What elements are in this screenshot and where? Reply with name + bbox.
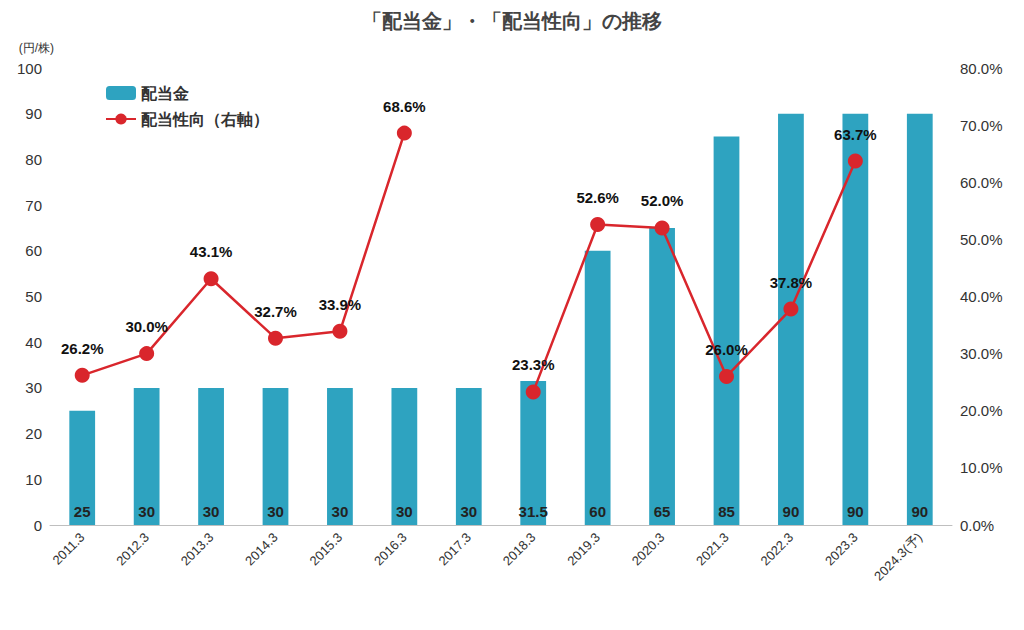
svg-text:30: 30	[25, 379, 42, 396]
svg-text:2018.3: 2018.3	[500, 530, 539, 569]
svg-text:70.0%: 70.0%	[960, 117, 1003, 134]
svg-text:30: 30	[203, 503, 220, 520]
svg-text:40.0%: 40.0%	[960, 288, 1003, 305]
svg-text:90: 90	[25, 105, 42, 122]
svg-text:2014.3: 2014.3	[242, 530, 281, 569]
svg-text:52.6%: 52.6%	[576, 189, 619, 206]
svg-text:37.8%: 37.8%	[770, 274, 813, 291]
svg-text:30: 30	[332, 503, 349, 520]
svg-text:43.1%: 43.1%	[190, 243, 233, 260]
svg-text:30: 30	[267, 503, 284, 520]
svg-text:31.5: 31.5	[519, 503, 548, 520]
svg-text:60: 60	[25, 242, 42, 259]
svg-text:80.0%: 80.0%	[960, 60, 1003, 77]
svg-text:63.7%: 63.7%	[834, 126, 877, 143]
svg-text:2024.3(予): 2024.3(予)	[871, 530, 925, 584]
svg-text:2023.3: 2023.3	[822, 530, 861, 569]
svg-text:60.0%: 60.0%	[960, 174, 1003, 191]
svg-text:10: 10	[25, 471, 42, 488]
svg-text:配当性向（右軸）: 配当性向（右軸）	[141, 111, 269, 129]
svg-text:2019.3: 2019.3	[564, 530, 603, 569]
svg-text:80: 80	[25, 151, 42, 168]
svg-text:2016.3: 2016.3	[371, 530, 410, 569]
svg-text:30: 30	[138, 503, 155, 520]
svg-text:2012.3: 2012.3	[113, 530, 152, 569]
svg-text:30: 30	[460, 503, 477, 520]
svg-text:30.0%: 30.0%	[960, 345, 1003, 362]
svg-text:10.0%: 10.0%	[960, 459, 1003, 476]
svg-text:「配当金」・「配当性向」の推移: 「配当金」・「配当性向」の推移	[362, 10, 662, 32]
svg-text:30.0%: 30.0%	[125, 318, 168, 335]
svg-text:68.6%: 68.6%	[383, 98, 426, 115]
svg-text:65: 65	[654, 503, 671, 520]
svg-text:2021.3: 2021.3	[693, 530, 732, 569]
svg-text:40: 40	[25, 334, 42, 351]
svg-text:30: 30	[396, 503, 413, 520]
svg-text:2017.3: 2017.3	[435, 530, 474, 569]
svg-text:60: 60	[589, 503, 606, 520]
svg-text:90: 90	[847, 503, 864, 520]
svg-text:90: 90	[783, 503, 800, 520]
svg-text:26.0%: 26.0%	[705, 341, 748, 358]
svg-text:50.0%: 50.0%	[960, 231, 1003, 248]
svg-text:25: 25	[74, 503, 91, 520]
svg-text:2020.3: 2020.3	[629, 530, 668, 569]
svg-text:85: 85	[718, 503, 735, 520]
svg-text:50: 50	[25, 288, 42, 305]
svg-text:20.0%: 20.0%	[960, 402, 1003, 419]
svg-text:2015.3: 2015.3	[307, 530, 346, 569]
svg-text:2022.3: 2022.3	[758, 530, 797, 569]
svg-text:2013.3: 2013.3	[178, 530, 217, 569]
svg-text:0.0%: 0.0%	[960, 517, 994, 534]
svg-text:0: 0	[34, 517, 42, 534]
svg-text:70: 70	[25, 197, 42, 214]
svg-text:23.3%: 23.3%	[512, 356, 555, 373]
svg-text:(円/株): (円/株)	[19, 41, 54, 55]
svg-text:32.7%: 32.7%	[254, 303, 297, 320]
svg-text:26.2%: 26.2%	[61, 340, 104, 357]
svg-text:52.0%: 52.0%	[641, 192, 684, 209]
svg-text:33.9%: 33.9%	[319, 296, 362, 313]
svg-text:90: 90	[911, 503, 928, 520]
svg-text:20: 20	[25, 425, 42, 442]
svg-text:2011.3: 2011.3	[50, 530, 88, 568]
svg-text:100: 100	[17, 60, 42, 77]
svg-text:配当金: 配当金	[141, 85, 189, 102]
